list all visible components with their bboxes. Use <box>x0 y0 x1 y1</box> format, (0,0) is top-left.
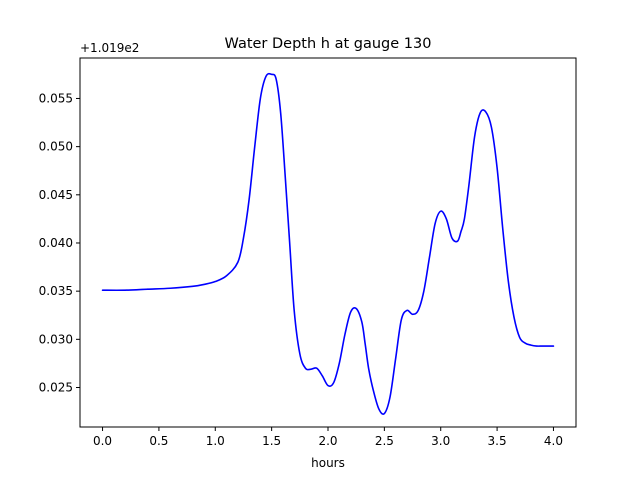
water-depth-line <box>101 72 555 415</box>
x-axis-ticks: 0.0 0.5 1.0 1.5 2.0 2.5 3.0 3.5 4.0 <box>93 427 563 448</box>
x-tick-label: 0.5 <box>149 434 168 448</box>
y-tick-label: 0.055 <box>39 91 73 105</box>
y-tick-label: 0.040 <box>39 236 73 250</box>
x-tick-label: 0.0 <box>93 434 112 448</box>
x-tick-label: 2.0 <box>318 434 337 448</box>
y-tick-label: 0.030 <box>39 332 73 346</box>
y-tick-label: 0.035 <box>39 284 73 298</box>
plot-area-frame <box>79 57 577 428</box>
y-axis-ticks: 0.025 0.030 0.035 0.040 0.045 0.050 0.055 <box>39 91 80 394</box>
x-tick-label: 4.0 <box>544 434 563 448</box>
y-tick-label: 0.045 <box>39 188 73 202</box>
y-axis-offset-label: +1.019e2 <box>80 41 139 55</box>
x-tick-label: 2.5 <box>375 434 394 448</box>
x-axis-label: hours <box>311 456 345 470</box>
x-tick-label: 3.5 <box>488 434 507 448</box>
y-tick-label: 0.025 <box>39 380 73 394</box>
x-tick-label: 1.5 <box>262 434 281 448</box>
chart-title: Water Depth h at gauge 130 <box>225 36 432 52</box>
y-tick-label: 0.050 <box>39 140 73 154</box>
x-tick-label: 1.0 <box>206 434 225 448</box>
x-tick-label: 3.0 <box>431 434 450 448</box>
